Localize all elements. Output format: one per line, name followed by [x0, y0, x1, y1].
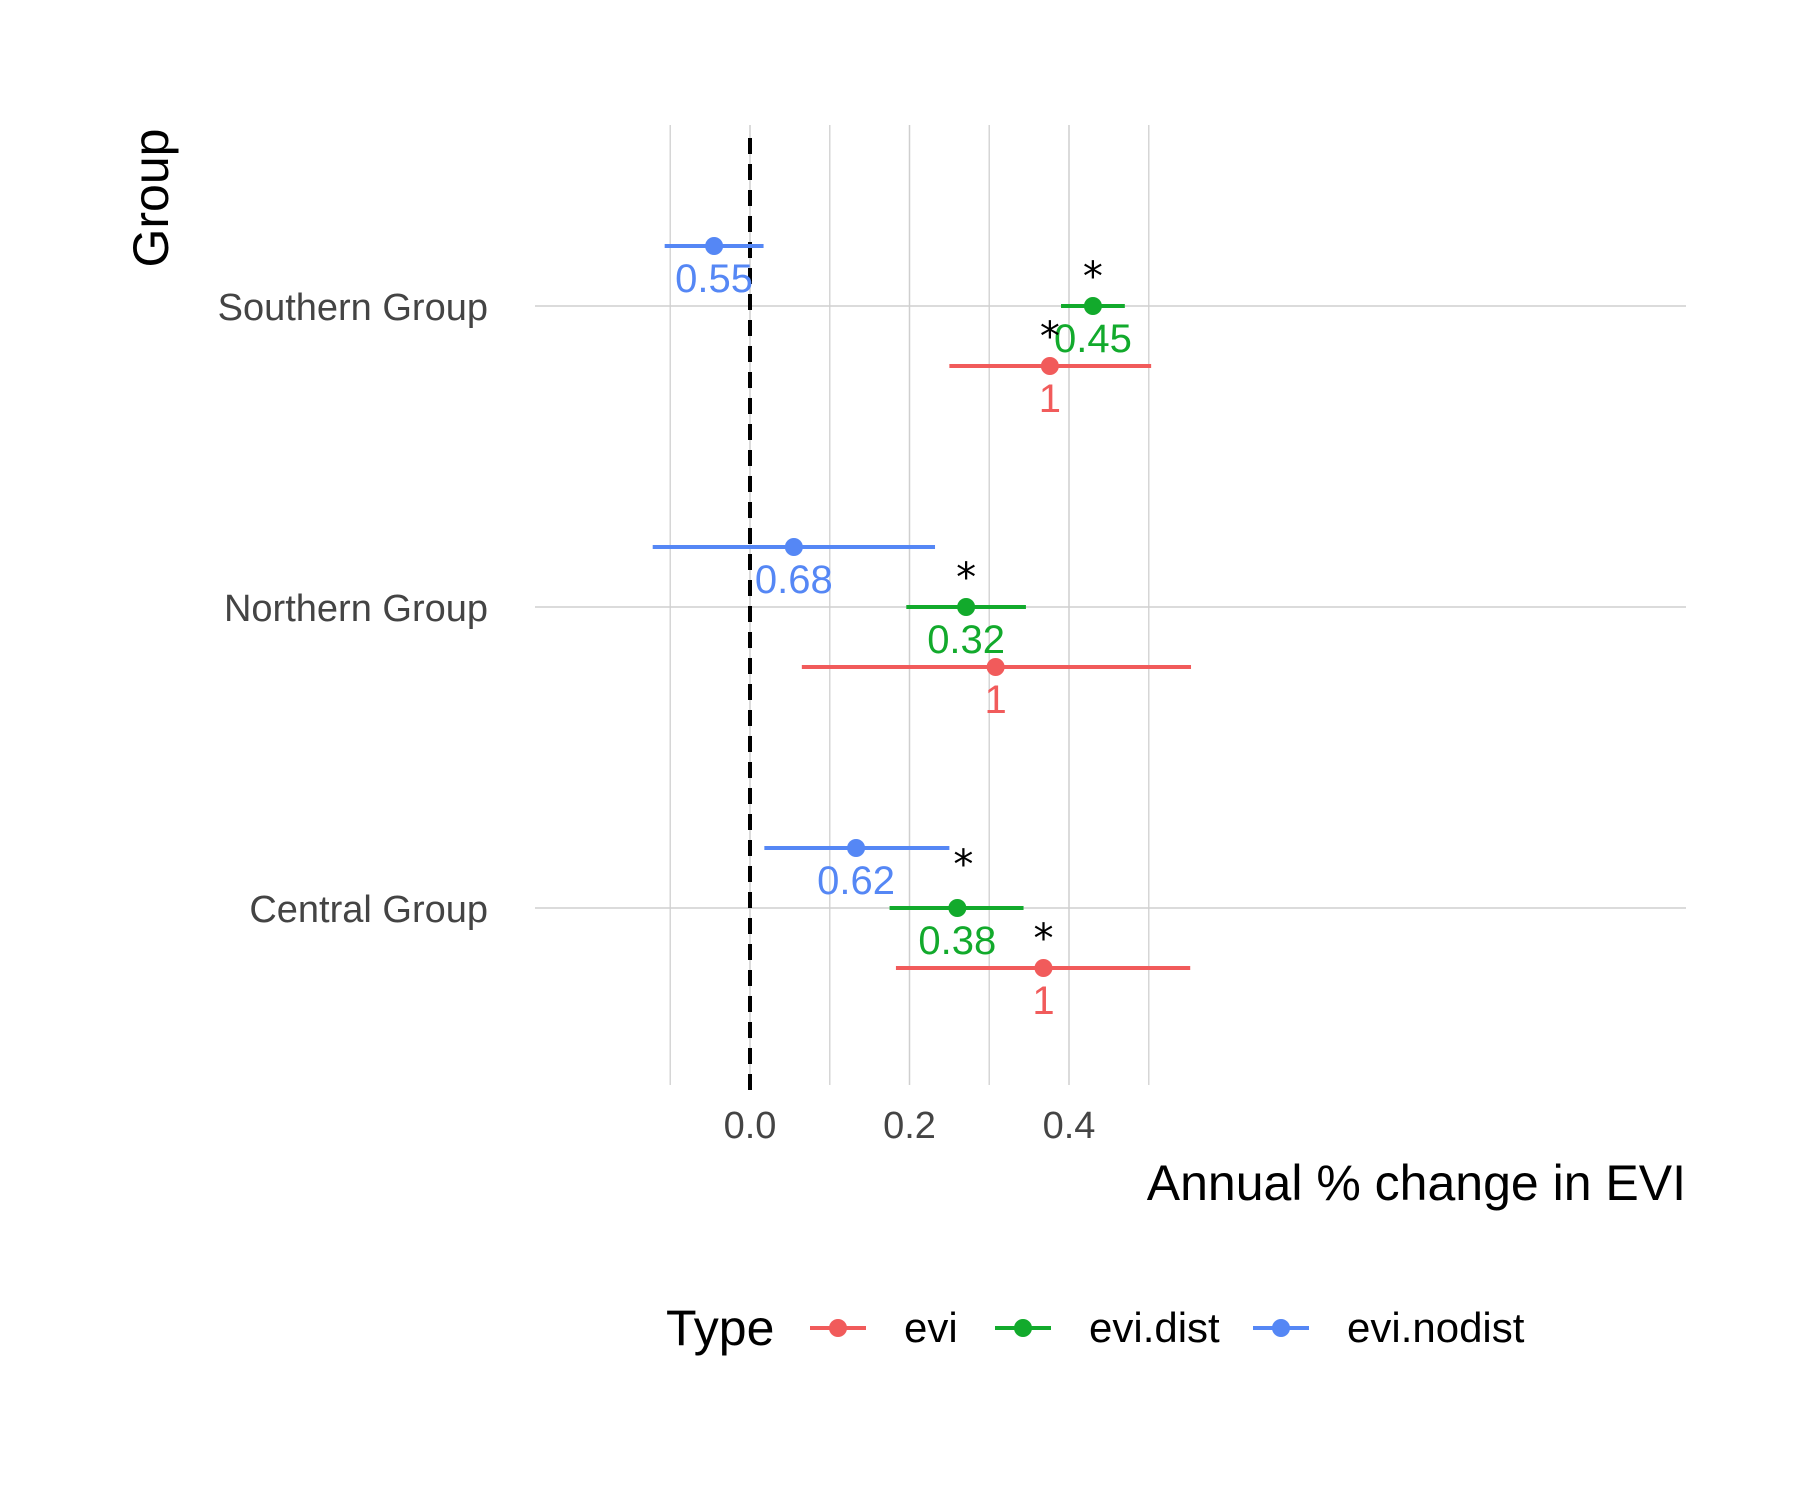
estimate-evi: 1* — [895, 916, 1191, 1023]
value-label: 0.38 — [918, 919, 996, 963]
legend-item-evi.nodist: evi.nodist — [1253, 1304, 1525, 1351]
estimate-marks: 0.550.45*1*0.680.32*10.62 *0.381* — [652, 237, 1192, 1023]
x-axis-title: Annual % change in EVI — [1147, 1155, 1686, 1211]
significance-marker: * — [956, 555, 976, 601]
legend-item-evi.dist: evi.dist — [995, 1304, 1220, 1351]
point-estimate — [784, 538, 803, 556]
y-axis-title: Group — [123, 129, 179, 268]
y-tick-label: Southern Group — [218, 287, 488, 329]
legend-label: evi.dist — [1089, 1304, 1220, 1351]
x-tick-label: 0.2 — [883, 1105, 936, 1147]
estimate-evi.dist: 0.38 — [889, 899, 1024, 963]
value-label: 0.55 — [675, 257, 753, 301]
legend: Type evi evi.dist evi.nodist — [666, 1300, 1525, 1356]
legend-key-point — [1272, 1319, 1290, 1337]
y-axis-tick-labels: Southern Group Northern Group Central Grou… — [218, 287, 488, 931]
value-label: 0.62 — [817, 859, 895, 903]
value-label: 1 — [1039, 377, 1061, 421]
estimate-evi: 1* — [949, 314, 1152, 421]
point-estimate — [847, 839, 866, 857]
significance-marker: * — [1033, 916, 1053, 962]
legend-label: evi — [904, 1304, 958, 1351]
estimate-evi: 1 — [801, 658, 1192, 722]
point-estimate — [986, 658, 1005, 676]
legend-label: evi.nodist — [1347, 1304, 1525, 1351]
estimate-evi.dist: 0.32 * — [906, 555, 1026, 662]
significance-marker: * — [1040, 314, 1060, 360]
value-label: 0.32 — [927, 618, 1005, 662]
point-estimate — [948, 899, 967, 917]
estimate-evi.dist: 0.45 * — [1054, 254, 1132, 361]
x-tick-label: 0.4 — [1043, 1105, 1096, 1147]
value-label: 1 — [1032, 979, 1054, 1023]
point-estimate — [1040, 357, 1059, 375]
estimate-evi.nodist: 0.68 — [652, 538, 936, 602]
y-tick-label: Central Group — [249, 889, 488, 931]
significance-marker: * — [1083, 254, 1103, 300]
point-estimate — [1034, 959, 1053, 977]
x-axis-tick-labels: 0.0 0.2 0.4 — [724, 1105, 1096, 1147]
legend-title: Type — [666, 1300, 774, 1356]
value-label: 1 — [985, 678, 1007, 722]
x-tick-label: 0.0 — [724, 1105, 777, 1147]
legend-item-evi: evi — [810, 1304, 958, 1351]
y-tick-label: Northern Group — [224, 588, 488, 630]
legend-key-point — [1014, 1319, 1032, 1337]
point-estimate — [1083, 297, 1102, 315]
value-label: 0.68 — [755, 558, 833, 602]
significance-marker: * — [953, 842, 973, 888]
value-label: 0.45 — [1054, 317, 1132, 361]
point-estimate — [957, 598, 976, 616]
point-estimate — [705, 237, 724, 255]
estimate-evi.nodist: 0.62 * — [764, 839, 973, 903]
legend-key-point — [829, 1319, 847, 1337]
estimate-evi.nodist: 0.55 — [664, 237, 764, 301]
